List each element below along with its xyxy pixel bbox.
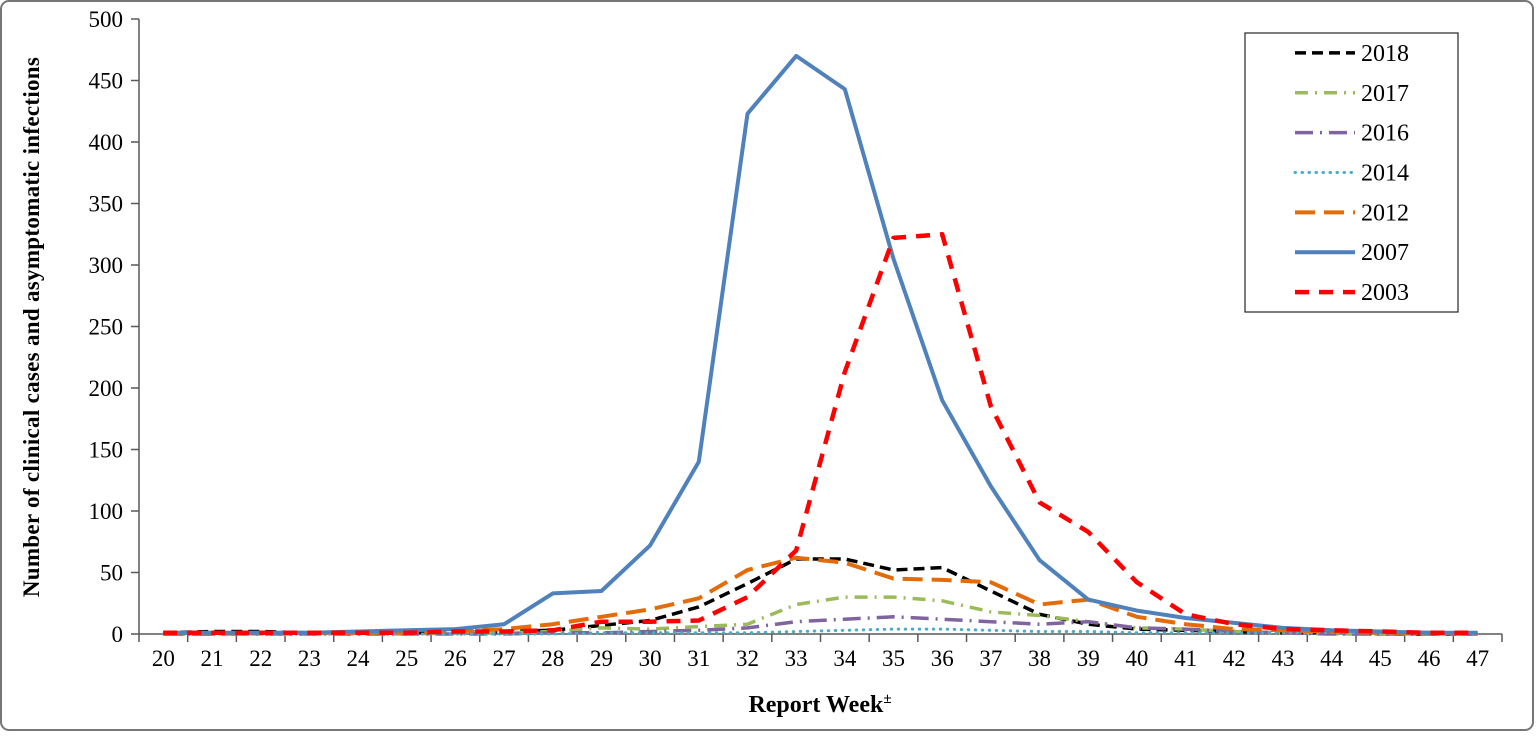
x-tick-label: 38: [1028, 646, 1051, 671]
y-axis: 0 50 100 150 200 250 300 350 400 450 500: [89, 7, 140, 647]
series-line-2018: [163, 557, 1478, 636]
x-tick-label: 42: [1223, 646, 1246, 671]
legend-entry-2018: 2018: [1295, 41, 1409, 67]
y-tick-label: 300: [89, 253, 124, 278]
legend-entry-2014: 2014: [1293, 161, 1409, 187]
series-line-2014: [161, 627, 1480, 636]
x-tick-label: 28: [541, 646, 564, 671]
x-tick-label: 22: [249, 646, 272, 671]
legend-label: 2012: [1361, 200, 1409, 226]
legend-label: 2003: [1361, 280, 1409, 306]
y-tick-label: 200: [89, 376, 124, 401]
x-tick-label: 43: [1271, 646, 1294, 671]
x-axis-title: Report Week±: [748, 691, 891, 719]
y-axis-title: Number of clinical cases and asymptomati…: [19, 56, 44, 598]
legend-label: 2016: [1361, 121, 1409, 147]
legend-label: 2014: [1361, 161, 1409, 187]
x-tick-label: 37: [979, 646, 1002, 671]
y-tick-label: 100: [89, 499, 124, 524]
y-tick-label: 350: [89, 192, 124, 217]
x-tick-label: 21: [201, 646, 224, 671]
x-tick-label: 36: [931, 646, 954, 671]
y-tick-label: 400: [89, 130, 124, 155]
x-tick-label: 23: [298, 646, 321, 671]
x-axis: 20 21 22 23 24 25 26 27 28 29 30 31 32 33 34 35 36 37 38 39…: [138, 633, 1503, 671]
x-tick-label: 33: [785, 646, 808, 671]
x-tick-label: 39: [1077, 646, 1100, 671]
x-tick-label: 25: [395, 646, 418, 671]
legend-label: 2007: [1361, 240, 1409, 266]
legend-entry-2007: 2007: [1295, 240, 1409, 266]
x-tick-label: 24: [347, 646, 371, 671]
x-tick-label: 44: [1320, 646, 1344, 671]
legend-entry-2003: 2003: [1295, 280, 1409, 306]
x-tick-label: 32: [736, 646, 759, 671]
y-tick-label: 250: [89, 315, 124, 340]
x-tick-label: 26: [444, 646, 467, 671]
x-tick-label: 34: [833, 646, 857, 671]
legend: 2018 2017 2016 2014 2012 2007 2003: [1244, 32, 1459, 313]
y-tick-label: 450: [89, 69, 124, 94]
x-tick-label: 20: [152, 646, 175, 671]
x-tick-label: 35: [882, 646, 905, 671]
x-tick-label: 30: [639, 646, 662, 671]
x-tick-label: 29: [590, 646, 613, 671]
x-tick-label: 46: [1417, 646, 1440, 671]
x-axis-title-text: Report Week: [748, 692, 884, 718]
x-tick-label: 31: [687, 646, 710, 671]
x-tick-label: 45: [1369, 646, 1392, 671]
x-tick-label: 41: [1174, 646, 1197, 671]
x-axis-title-superscript: ±: [883, 691, 892, 707]
x-tick-label: 27: [493, 646, 516, 671]
legend-entry-2016: 2016: [1295, 121, 1409, 147]
legend-entry-2012: 2012: [1295, 200, 1409, 226]
y-tick-label: 500: [89, 7, 124, 32]
series-line-2012: [163, 555, 1478, 636]
y-tick-label: 50: [100, 561, 123, 586]
y-tick-label: 0: [112, 622, 124, 647]
legend-entry-2017: 2017: [1295, 81, 1409, 107]
x-tick-label: 40: [1125, 646, 1148, 671]
legend-label: 2017: [1361, 81, 1409, 107]
y-tick-label: 150: [89, 438, 124, 463]
x-tick-label: 47: [1466, 646, 1489, 671]
legend-label: 2018: [1361, 41, 1409, 67]
series-line-2003: [163, 232, 1478, 636]
